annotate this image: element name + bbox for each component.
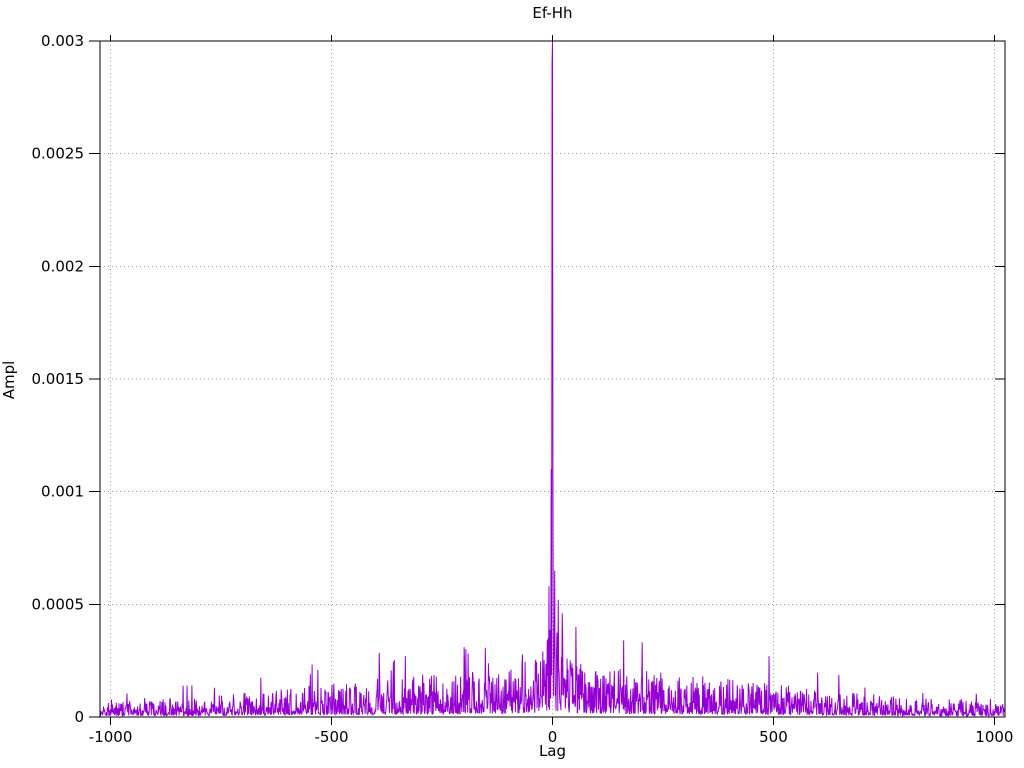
y-tick-label: 0.0015 — [32, 370, 85, 388]
x-axis-label: Lag — [538, 742, 567, 760]
y-tick-label: 0.0025 — [32, 145, 85, 163]
x-tick-label: -500 — [315, 728, 349, 746]
y-tick-label: 0.001 — [41, 483, 84, 501]
series-line-ef-hh — [99, 40, 1006, 718]
y-tick-label: 0.003 — [41, 32, 84, 50]
x-tick-label: 500 — [759, 728, 788, 746]
x-tick-label: -1000 — [89, 728, 133, 746]
y-tick-label: 0 — [74, 708, 84, 726]
x-tick-label: 0 — [548, 728, 558, 746]
y-tick-label: 0.002 — [41, 257, 84, 275]
y-tick-label: 0.0005 — [32, 595, 85, 613]
chart-title: Ef-Hh — [532, 4, 573, 22]
x-tick-label: 1000 — [975, 728, 1013, 746]
